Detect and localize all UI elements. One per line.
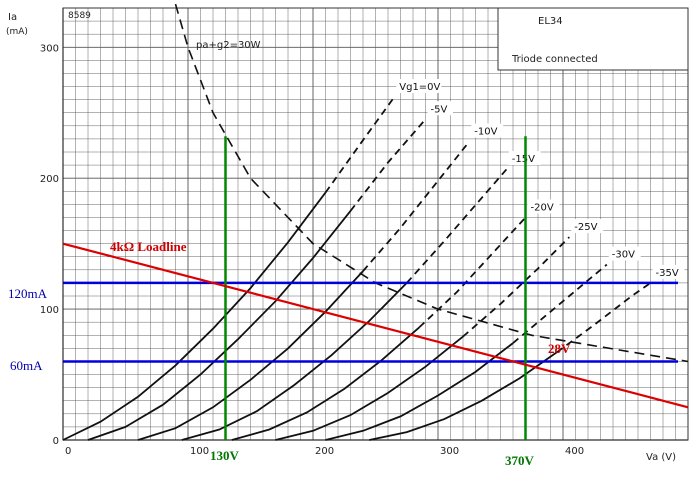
- current-high-label: 120mA: [8, 286, 48, 301]
- current-low-label: 60mA: [10, 358, 43, 373]
- dissipation-curve: [174, 3, 689, 363]
- curve-dashed: [462, 236, 570, 338]
- curve-label-bg: [427, 101, 453, 116]
- y-tick-labels: 0 100 200 300: [40, 43, 59, 447]
- x-tick-label: 400: [565, 446, 584, 457]
- curve-label-bg: [396, 79, 442, 94]
- y-axis-unit: (mA): [6, 27, 28, 37]
- y-axis-label: Ia: [8, 12, 17, 23]
- curve-solid: [325, 342, 514, 441]
- curve-label-bg: [652, 264, 685, 279]
- mode-label: Triode connected: [511, 54, 598, 65]
- curve-dashed: [406, 168, 508, 284]
- curve-label: -10V: [474, 127, 497, 138]
- x-axis-label: Va (V): [646, 452, 676, 463]
- voltage-high-label: 370V: [505, 453, 535, 468]
- x-tick-label: 100: [190, 446, 209, 457]
- x-tick-label: 200: [315, 446, 334, 457]
- curve-label-bg: [608, 246, 641, 261]
- curve-label: -15V: [512, 154, 535, 165]
- tube-name: EL34: [538, 16, 563, 27]
- curve-labels: Vg1=0V -5V -10V -15V -20V -25V -30V -35V: [396, 79, 685, 279]
- y-tick-label: 100: [40, 305, 59, 316]
- y-tick-label: 200: [40, 174, 59, 185]
- curve-solid: [87, 210, 352, 441]
- x-tick-label: 0: [65, 446, 71, 457]
- title-box: [497, 7, 689, 71]
- voltage-low-label: 130V: [210, 448, 240, 463]
- curve-label: -25V: [574, 222, 597, 233]
- curve-dashed: [418, 216, 527, 329]
- curve-label-bg: [471, 123, 504, 138]
- curve-label: -20V: [531, 202, 554, 213]
- x-tick-labels: 0 100 200 300 400: [65, 446, 584, 457]
- curve-label: Vg1=0V: [399, 82, 440, 93]
- figure-number: 8589: [68, 11, 91, 21]
- x-tick-label: 300: [440, 446, 459, 457]
- loadline: [62, 242, 689, 409]
- loadline-label: 4kΩ Loadline: [110, 239, 187, 254]
- plot-frame: [62, 7, 689, 441]
- bias-label: 28V: [548, 341, 571, 356]
- curve-solid: [181, 282, 408, 441]
- curve-label: -35V: [656, 268, 679, 279]
- curve-dashed: [324, 96, 396, 194]
- curve-label-bg: [527, 199, 560, 214]
- curve-dashed: [512, 263, 608, 344]
- curve-dashed: [349, 118, 427, 212]
- curve-solid: [62, 192, 327, 441]
- y-tick-label: 0: [53, 436, 59, 447]
- curve-label-bg: [571, 219, 604, 234]
- curve-dashed: [556, 282, 652, 354]
- curve-solid: [231, 326, 420, 441]
- dissipation-label: pa+g2=30W: [196, 40, 261, 51]
- curve-label: -5V: [431, 104, 448, 115]
- y-tick-label: 300: [40, 43, 59, 54]
- axes: [62, 7, 689, 441]
- curve-dashed: [362, 140, 471, 272]
- curve-solid: [275, 335, 464, 441]
- curve-label: -30V: [612, 250, 635, 261]
- overlays: [62, 136, 689, 440]
